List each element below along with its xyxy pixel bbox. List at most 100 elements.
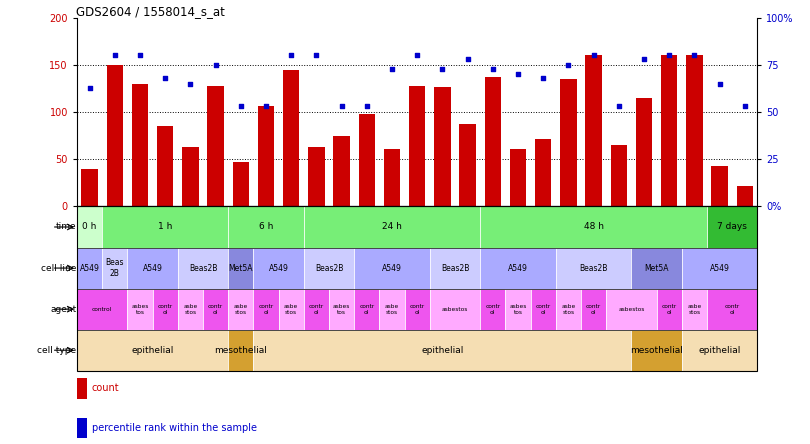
Bar bbox=[308, 147, 325, 206]
Text: cell type: cell type bbox=[37, 346, 76, 355]
Bar bbox=[254, 289, 279, 329]
Text: 6 h: 6 h bbox=[258, 222, 273, 231]
Bar bbox=[682, 248, 757, 289]
Bar bbox=[586, 56, 602, 206]
Text: Beas
2B: Beas 2B bbox=[105, 258, 124, 278]
Bar bbox=[232, 162, 249, 206]
Bar bbox=[430, 289, 480, 329]
Text: 48 h: 48 h bbox=[583, 222, 603, 231]
Text: A549: A549 bbox=[79, 264, 100, 273]
Bar bbox=[606, 289, 657, 329]
Point bbox=[310, 52, 323, 59]
Bar bbox=[459, 124, 475, 206]
Bar bbox=[177, 289, 203, 329]
Bar bbox=[329, 289, 354, 329]
Text: A549: A549 bbox=[710, 264, 730, 273]
Point bbox=[159, 75, 172, 82]
Text: contr
ol: contr ol bbox=[359, 304, 374, 314]
Bar bbox=[581, 289, 606, 329]
Bar bbox=[384, 149, 400, 206]
Bar bbox=[81, 169, 98, 206]
Bar bbox=[77, 378, 87, 399]
Point bbox=[511, 71, 524, 78]
Text: Met5A: Met5A bbox=[228, 264, 253, 273]
Point bbox=[209, 61, 222, 68]
Point bbox=[335, 103, 348, 110]
Text: mesothelial: mesothelial bbox=[215, 346, 267, 355]
Bar bbox=[505, 289, 531, 329]
Bar bbox=[77, 418, 87, 438]
Bar bbox=[77, 329, 228, 371]
Bar bbox=[434, 87, 450, 206]
Bar bbox=[127, 289, 152, 329]
Text: epithelial: epithelial bbox=[698, 346, 740, 355]
Text: asbe
stos: asbe stos bbox=[385, 304, 399, 314]
Point bbox=[109, 52, 122, 59]
Bar bbox=[127, 248, 177, 289]
Text: Beas2B: Beas2B bbox=[189, 264, 217, 273]
Bar bbox=[132, 84, 148, 206]
Text: Beas2B: Beas2B bbox=[579, 264, 608, 273]
Bar bbox=[480, 206, 707, 248]
Bar bbox=[561, 79, 577, 206]
Bar bbox=[228, 289, 254, 329]
Bar bbox=[682, 329, 757, 371]
Text: asbe
stos: asbe stos bbox=[284, 304, 298, 314]
Point bbox=[461, 56, 474, 63]
Bar bbox=[279, 289, 304, 329]
Bar bbox=[77, 206, 102, 248]
Point bbox=[612, 103, 625, 110]
Point bbox=[83, 84, 96, 91]
Bar bbox=[531, 289, 556, 329]
Point bbox=[259, 103, 272, 110]
Text: contr
ol: contr ol bbox=[586, 304, 601, 314]
Bar bbox=[258, 106, 274, 206]
Bar bbox=[611, 145, 627, 206]
Bar bbox=[254, 248, 304, 289]
Point bbox=[738, 103, 751, 110]
Bar bbox=[631, 248, 682, 289]
Text: contr
ol: contr ol bbox=[258, 304, 274, 314]
Text: asbe
stos: asbe stos bbox=[561, 304, 575, 314]
Bar bbox=[228, 206, 304, 248]
Point bbox=[537, 75, 550, 82]
Point bbox=[411, 52, 424, 59]
Point bbox=[284, 52, 297, 59]
Point bbox=[184, 80, 197, 87]
Text: asbes
tos: asbes tos bbox=[333, 304, 350, 314]
Text: epithelial: epithelial bbox=[421, 346, 463, 355]
Bar bbox=[636, 98, 652, 206]
Text: percentile rank within the sample: percentile rank within the sample bbox=[92, 423, 257, 433]
Bar bbox=[480, 248, 556, 289]
Text: contr
ol: contr ol bbox=[410, 304, 424, 314]
Text: asbe
stos: asbe stos bbox=[183, 304, 198, 314]
Bar bbox=[203, 289, 228, 329]
Text: count: count bbox=[92, 383, 119, 393]
Bar bbox=[107, 65, 123, 206]
Text: time: time bbox=[56, 222, 76, 231]
Text: 0 h: 0 h bbox=[83, 222, 96, 231]
Text: cell line: cell line bbox=[41, 264, 76, 273]
Text: 24 h: 24 h bbox=[382, 222, 402, 231]
Text: asbe
stos: asbe stos bbox=[233, 304, 248, 314]
Bar bbox=[359, 114, 375, 206]
Bar bbox=[409, 86, 425, 206]
Bar bbox=[711, 166, 727, 206]
Text: A549: A549 bbox=[269, 264, 288, 273]
Text: contr
ol: contr ol bbox=[158, 304, 173, 314]
Bar bbox=[304, 248, 354, 289]
Bar bbox=[707, 289, 757, 329]
Text: mesothelial: mesothelial bbox=[630, 346, 683, 355]
Bar bbox=[354, 289, 379, 329]
Text: contr
ol: contr ol bbox=[208, 304, 223, 314]
Text: contr
ol: contr ol bbox=[535, 304, 551, 314]
Bar bbox=[556, 289, 581, 329]
Bar bbox=[484, 77, 501, 206]
Point bbox=[713, 80, 726, 87]
Point bbox=[688, 52, 701, 59]
Bar bbox=[182, 147, 198, 206]
Bar bbox=[304, 206, 480, 248]
Text: control: control bbox=[92, 307, 113, 312]
Point bbox=[234, 103, 247, 110]
Bar bbox=[682, 289, 707, 329]
